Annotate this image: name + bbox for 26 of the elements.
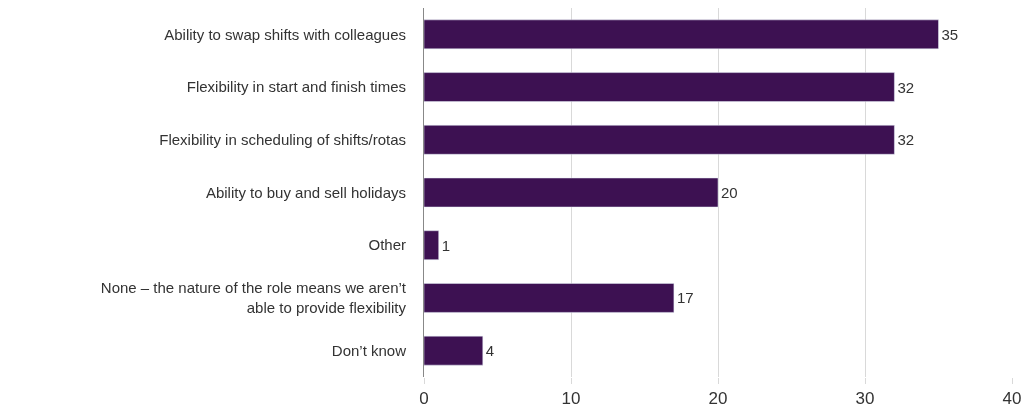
y-tick-label: Don’t know: [331, 341, 407, 359]
bar: [424, 19, 939, 50]
bar: [424, 125, 895, 155]
bar: [424, 72, 895, 102]
x-tick-label: 20: [708, 389, 728, 409]
data-label: 35: [941, 25, 959, 43]
data-label: 1: [441, 236, 451, 254]
y-tick-label: Ability to buy and sell holidays: [205, 183, 406, 201]
bar: [424, 283, 675, 313]
y-tick-label: Other: [368, 236, 406, 254]
data-label: 20: [721, 184, 738, 201]
y-tick-label: None – the nature of the role means we aren’t able to provide flexibility: [100, 279, 407, 316]
data-label: 17: [676, 289, 694, 307]
bar: [424, 335, 484, 366]
data-label: 4: [485, 342, 495, 360]
y-tick-label: Ability to swap shifts with colleagues: [164, 25, 406, 43]
bar: [424, 230, 439, 260]
y-tick-label: Flexibility in start and finish times: [186, 78, 406, 96]
data-label: 32: [897, 78, 915, 96]
x-tick-label: 10: [561, 389, 581, 409]
x-tick-label: 0: [419, 389, 429, 409]
data-label: 32: [897, 131, 915, 149]
y-tick-label: Flexibility in scheduling of shifts/rotas: [159, 131, 406, 149]
x-tick-label: 30: [855, 389, 875, 409]
bar: [424, 177, 719, 208]
x-tick-label: 40: [1002, 389, 1022, 409]
